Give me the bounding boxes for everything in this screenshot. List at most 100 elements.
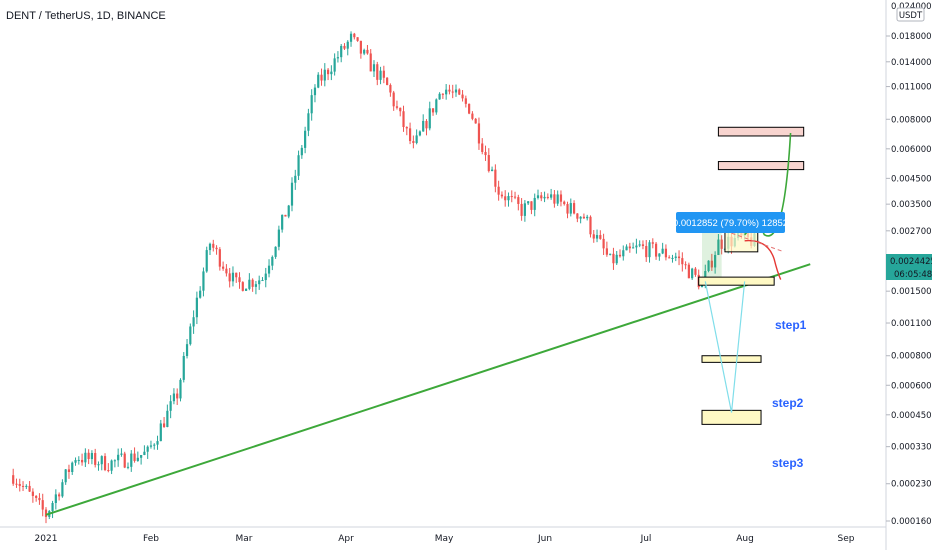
candle-body — [376, 64, 379, 80]
candle-body — [572, 203, 576, 214]
candle-body — [149, 445, 153, 447]
bearish-projection-path — [744, 239, 782, 280]
candle-body — [661, 248, 664, 254]
candle-body — [120, 453, 123, 455]
candle-body — [113, 460, 116, 462]
candle-body — [300, 147, 303, 156]
time-label: May — [435, 534, 454, 544]
candle-body — [707, 260, 710, 272]
candle-body — [645, 246, 648, 258]
candle-body — [576, 213, 579, 219]
candle-body — [77, 459, 80, 461]
candle-body — [540, 195, 543, 199]
candle-body — [153, 444, 156, 446]
time-label: Aug — [736, 534, 754, 544]
candle-body — [363, 49, 366, 54]
candle-body — [441, 93, 444, 95]
candle-body — [628, 246, 631, 249]
candle-body — [287, 205, 290, 217]
step1-label: step1 — [775, 318, 807, 332]
measure-label: 0.0012852 (79.70%) 12852 — [673, 218, 788, 229]
step2-label: step2 — [772, 396, 804, 410]
candle-body — [317, 74, 320, 88]
candle-body — [710, 260, 713, 268]
candle-body — [648, 242, 651, 258]
candle-body — [651, 242, 654, 244]
candle-body — [546, 196, 549, 198]
projection-drop-path — [704, 281, 746, 413]
candle-body — [281, 214, 284, 230]
current-price-tag — [886, 254, 932, 267]
candle-body — [192, 317, 195, 327]
candle-body — [533, 197, 536, 210]
candle-body — [241, 282, 244, 291]
time-label: Apr — [338, 534, 354, 544]
currency-label: USDT — [899, 11, 923, 21]
candle-body — [595, 235, 599, 239]
candle-body — [494, 169, 497, 187]
candle-body — [582, 216, 586, 219]
candle-body — [353, 33, 356, 38]
candle-body — [343, 45, 346, 49]
candle-body — [126, 466, 130, 468]
candle-body — [599, 235, 602, 239]
candle-body — [418, 131, 422, 136]
candle-body — [592, 234, 595, 239]
candle-body — [474, 118, 477, 124]
candle-body — [579, 216, 582, 219]
candle-body — [405, 127, 408, 129]
candle-body — [389, 84, 392, 93]
time-axis[interactable]: 2021 Feb Mar Apr May Jun Jul Aug Sep — [0, 526, 886, 544]
candle-body — [228, 273, 231, 282]
candle-body — [543, 196, 546, 199]
candle-body — [64, 469, 67, 483]
candle-body — [671, 257, 674, 259]
candle-body — [612, 253, 615, 264]
candle-body — [428, 108, 431, 129]
candle-body — [714, 254, 717, 268]
candle-body — [500, 194, 504, 197]
candle-body — [267, 265, 271, 274]
candle-body — [18, 484, 21, 486]
candle-body — [31, 491, 34, 496]
candle-body — [691, 268, 694, 279]
candle-body — [468, 103, 471, 114]
candle-body — [41, 500, 44, 510]
candle-body — [258, 280, 261, 285]
candle-body — [90, 453, 94, 460]
candle-body — [323, 69, 326, 81]
candle-body — [408, 128, 412, 142]
candle-body — [176, 393, 179, 399]
candle-body — [179, 379, 182, 399]
candle-body — [461, 94, 464, 99]
candle-body — [356, 37, 359, 41]
candle-body — [136, 457, 139, 461]
candle-body — [550, 194, 553, 198]
candle-body — [15, 483, 18, 485]
candle-body — [21, 485, 25, 487]
currency-button[interactable] — [896, 7, 925, 22]
candle-body — [553, 194, 556, 204]
candle-body — [415, 135, 418, 143]
candle-body — [54, 494, 57, 503]
candle-body — [674, 256, 677, 258]
candle-body — [297, 155, 300, 176]
candle-body — [464, 98, 467, 104]
candle-body — [366, 49, 369, 54]
candle-body — [412, 141, 415, 143]
candle-body — [218, 249, 221, 267]
candle-body — [264, 273, 267, 281]
candle-body — [44, 509, 48, 517]
candle-body — [71, 462, 74, 473]
candle-body — [638, 244, 641, 246]
candle-body — [80, 459, 84, 463]
